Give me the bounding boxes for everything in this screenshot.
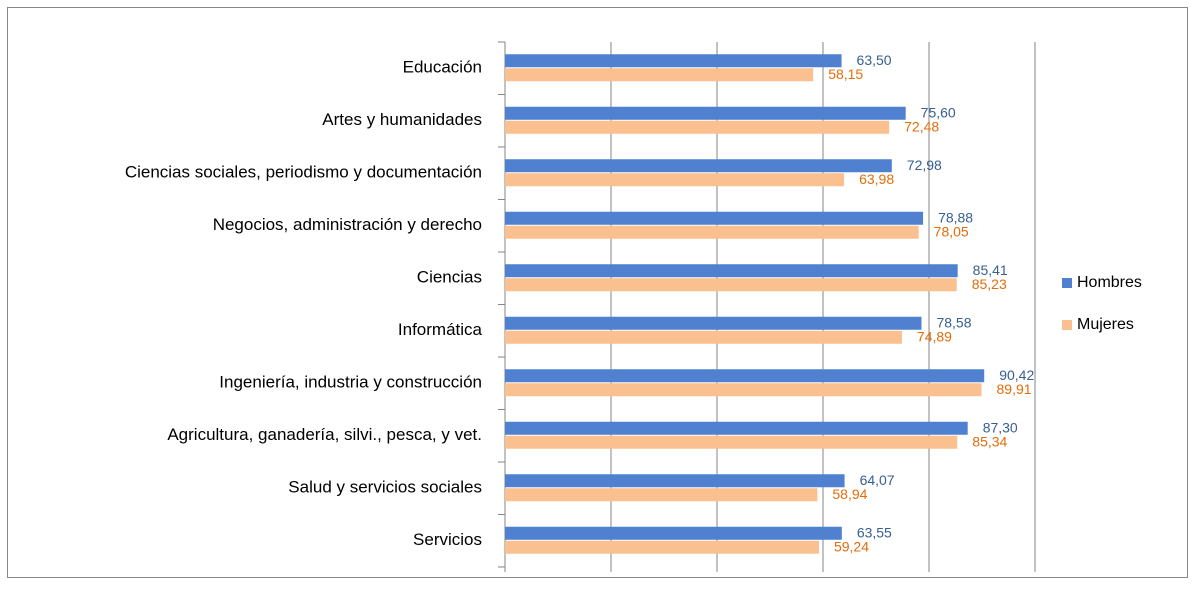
bar <box>505 435 958 449</box>
value-label: 78,58 <box>936 314 971 330</box>
value-label: 63,98 <box>859 171 894 187</box>
bar <box>505 173 845 187</box>
y-tick-label: Ciencias sociales, periodismo y document… <box>125 163 482 182</box>
y-tick-label: Artes y humanidades <box>322 110 482 129</box>
value-label: 64,07 <box>860 472 895 488</box>
legend-label: Hombres <box>1077 274 1142 291</box>
value-label: 63,55 <box>857 524 892 540</box>
value-label: 78,05 <box>934 223 969 239</box>
value-label: 58,15 <box>828 66 863 82</box>
bar <box>505 159 892 173</box>
bar <box>505 54 842 68</box>
legend-swatch <box>1062 320 1072 330</box>
y-tick-label: Agricultura, ganadería, silvi., pesca, y… <box>167 425 482 444</box>
value-label: 75,60 <box>921 104 956 120</box>
bar <box>505 330 902 344</box>
bar <box>505 225 919 239</box>
bar <box>505 264 958 278</box>
value-label: 85,23 <box>972 276 1007 292</box>
bar <box>505 421 968 435</box>
value-label: 85,34 <box>972 433 1007 449</box>
bar <box>505 120 890 134</box>
value-label: 72,48 <box>904 118 939 134</box>
bar <box>505 369 985 383</box>
bar <box>505 526 842 540</box>
value-label: 87,30 <box>983 419 1018 435</box>
bar <box>505 383 982 397</box>
y-tick-label: Negocios, administración y derecho <box>213 215 482 234</box>
value-label: 63,50 <box>857 52 892 68</box>
bar <box>505 278 957 292</box>
y-tick-label: Informática <box>398 320 483 339</box>
bar <box>505 474 845 488</box>
y-tick-label: Ciencias <box>417 268 482 287</box>
bar <box>505 488 818 502</box>
bar <box>505 211 924 225</box>
bar <box>505 106 906 120</box>
y-tick-label: Educación <box>403 58 482 77</box>
y-tick-label: Servicios <box>413 530 482 549</box>
value-label: 90,42 <box>999 367 1034 383</box>
legend-label: Mujeres <box>1077 316 1134 333</box>
value-label: 72,98 <box>907 157 942 173</box>
bar <box>505 540 819 554</box>
y-tick-label: Salud y servicios sociales <box>288 478 482 497</box>
bar <box>505 316 922 330</box>
value-label: 58,94 <box>832 486 867 502</box>
legend-swatch <box>1062 278 1072 288</box>
value-label: 78,88 <box>938 209 973 225</box>
value-label: 74,89 <box>917 328 952 344</box>
bar <box>505 68 814 82</box>
value-label: 85,41 <box>973 262 1008 278</box>
value-label: 89,91 <box>997 381 1032 397</box>
y-tick-label: Ingeniería, industria y construcción <box>219 373 482 392</box>
value-label: 59,24 <box>834 538 869 554</box>
